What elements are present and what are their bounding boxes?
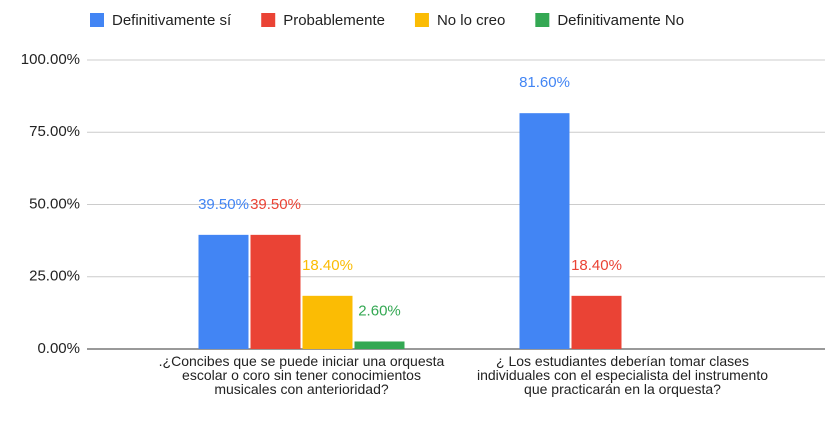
y-tick-label: 50.00% bbox=[29, 195, 80, 212]
data-label: 18.40% bbox=[571, 257, 622, 274]
x-tick-label: .¿Concibes que se puede iniciar una orqu… bbox=[158, 354, 445, 397]
data-label: 39.50% bbox=[250, 196, 301, 213]
legend-label: Definitivamente No bbox=[557, 12, 684, 29]
legend-swatch bbox=[90, 13, 104, 27]
legend-swatch bbox=[535, 13, 550, 27]
x-tick-label-box: .¿Concibes que se puede iniciar una orqu… bbox=[158, 354, 445, 397]
x-tick-label-box: ¿ Los estudiantes deberían tomar clases … bbox=[476, 354, 769, 397]
y-tick-label: 75.00% bbox=[29, 123, 80, 140]
y-tick-label: 25.00% bbox=[29, 268, 80, 285]
bar bbox=[354, 341, 405, 349]
y-tick-label: 100.00% bbox=[21, 51, 80, 68]
bar bbox=[302, 295, 353, 349]
data-label: 39.50% bbox=[198, 196, 249, 213]
legend-swatch bbox=[414, 13, 429, 27]
x-tick-label: ¿ Los estudiantes deberían tomar clases … bbox=[476, 354, 769, 397]
bar bbox=[250, 234, 301, 349]
bar bbox=[571, 295, 622, 349]
legend-label: Probablemente bbox=[283, 12, 385, 29]
bar bbox=[198, 234, 249, 349]
bar bbox=[519, 113, 570, 350]
data-label: 81.60% bbox=[519, 74, 570, 91]
legend-label: No lo creo bbox=[437, 12, 505, 29]
data-label: 2.60% bbox=[358, 302, 401, 319]
y-tick-label: 0.00% bbox=[37, 340, 80, 357]
data-label: 18.40% bbox=[302, 257, 353, 274]
legend-swatch bbox=[261, 13, 276, 27]
legend-label: Definitivamente sí bbox=[112, 12, 232, 29]
